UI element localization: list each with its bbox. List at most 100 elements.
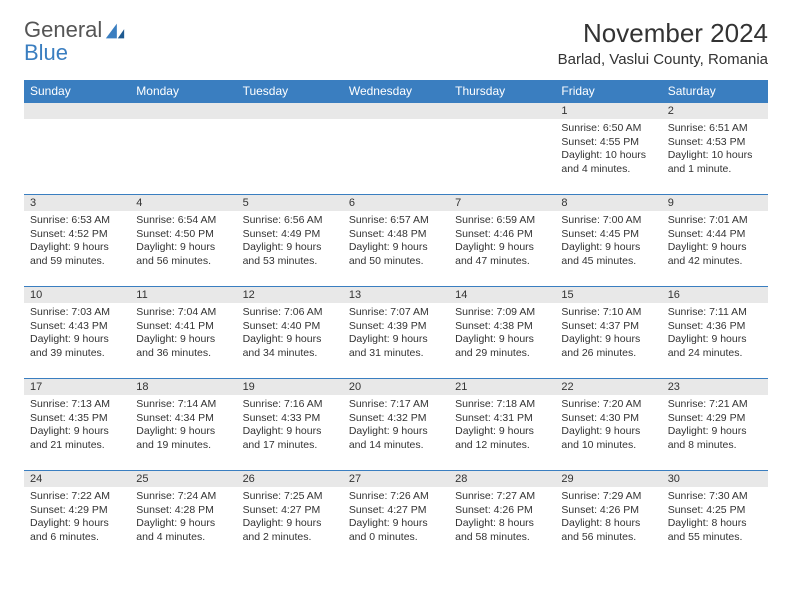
weekday-header: Tuesday	[237, 80, 343, 103]
day-number: 13	[343, 287, 449, 303]
day-dl2: and 17 minutes.	[243, 439, 337, 453]
day-sr: Sunrise: 7:24 AM	[136, 490, 230, 504]
day-sr: Sunrise: 6:54 AM	[136, 214, 230, 228]
day-ss: Sunset: 4:29 PM	[30, 504, 124, 518]
day-dl2: and 24 minutes.	[668, 347, 762, 361]
calendar-cell	[24, 103, 130, 195]
day-number	[449, 103, 555, 119]
day-sr: Sunrise: 7:14 AM	[136, 398, 230, 412]
calendar-cell: 4Sunrise: 6:54 AMSunset: 4:50 PMDaylight…	[130, 195, 236, 287]
day-dl2: and 21 minutes.	[30, 439, 124, 453]
day-ss: Sunset: 4:45 PM	[561, 228, 655, 242]
calendar-cell: 17Sunrise: 7:13 AMSunset: 4:35 PMDayligh…	[24, 379, 130, 471]
day-number: 20	[343, 379, 449, 395]
calendar-cell: 19Sunrise: 7:16 AMSunset: 4:33 PMDayligh…	[237, 379, 343, 471]
day-sr: Sunrise: 6:57 AM	[349, 214, 443, 228]
day-number	[237, 103, 343, 119]
calendar-cell: 10Sunrise: 7:03 AMSunset: 4:43 PMDayligh…	[24, 287, 130, 379]
day-number: 16	[662, 287, 768, 303]
day-dl2: and 26 minutes.	[561, 347, 655, 361]
day-ss: Sunset: 4:27 PM	[243, 504, 337, 518]
day-dl1: Daylight: 9 hours	[668, 425, 762, 439]
day-dl2: and 47 minutes.	[455, 255, 549, 269]
calendar-cell: 29Sunrise: 7:29 AMSunset: 4:26 PMDayligh…	[555, 471, 661, 563]
day-dl2: and 14 minutes.	[349, 439, 443, 453]
calendar-cell: 6Sunrise: 6:57 AMSunset: 4:48 PMDaylight…	[343, 195, 449, 287]
day-ss: Sunset: 4:53 PM	[668, 136, 762, 150]
day-details: Sunrise: 7:13 AMSunset: 4:35 PMDaylight:…	[24, 395, 130, 456]
calendar-cell: 22Sunrise: 7:20 AMSunset: 4:30 PMDayligh…	[555, 379, 661, 471]
day-details: Sunrise: 7:30 AMSunset: 4:25 PMDaylight:…	[662, 487, 768, 548]
day-sr: Sunrise: 7:13 AM	[30, 398, 124, 412]
calendar-cell: 9Sunrise: 7:01 AMSunset: 4:44 PMDaylight…	[662, 195, 768, 287]
month-title: November 2024	[558, 18, 768, 49]
day-dl1: Daylight: 9 hours	[455, 241, 549, 255]
day-number: 8	[555, 195, 661, 211]
day-details: Sunrise: 7:18 AMSunset: 4:31 PMDaylight:…	[449, 395, 555, 456]
calendar-cell: 23Sunrise: 7:21 AMSunset: 4:29 PMDayligh…	[662, 379, 768, 471]
day-dl2: and 10 minutes.	[561, 439, 655, 453]
day-details: Sunrise: 7:16 AMSunset: 4:33 PMDaylight:…	[237, 395, 343, 456]
day-details: Sunrise: 7:27 AMSunset: 4:26 PMDaylight:…	[449, 487, 555, 548]
day-dl2: and 56 minutes.	[561, 531, 655, 545]
day-sr: Sunrise: 7:16 AM	[243, 398, 337, 412]
day-ss: Sunset: 4:33 PM	[243, 412, 337, 426]
day-number: 18	[130, 379, 236, 395]
calendar-week: 24Sunrise: 7:22 AMSunset: 4:29 PMDayligh…	[24, 471, 768, 563]
day-number: 23	[662, 379, 768, 395]
weekday-header: Friday	[555, 80, 661, 103]
day-ss: Sunset: 4:34 PM	[136, 412, 230, 426]
day-dl2: and 6 minutes.	[30, 531, 124, 545]
day-dl1: Daylight: 9 hours	[243, 241, 337, 255]
day-sr: Sunrise: 7:11 AM	[668, 306, 762, 320]
day-number: 30	[662, 471, 768, 487]
day-details: Sunrise: 6:56 AMSunset: 4:49 PMDaylight:…	[237, 211, 343, 272]
day-sr: Sunrise: 7:09 AM	[455, 306, 549, 320]
day-ss: Sunset: 4:38 PM	[455, 320, 549, 334]
day-dl2: and 4 minutes.	[561, 163, 655, 177]
day-dl1: Daylight: 10 hours	[668, 149, 762, 163]
calendar-cell: 5Sunrise: 6:56 AMSunset: 4:49 PMDaylight…	[237, 195, 343, 287]
day-dl2: and 19 minutes.	[136, 439, 230, 453]
logo-triangle-icon	[104, 20, 126, 42]
day-dl1: Daylight: 9 hours	[349, 425, 443, 439]
calendar-cell	[130, 103, 236, 195]
day-dl1: Daylight: 9 hours	[561, 333, 655, 347]
day-dl1: Daylight: 9 hours	[349, 333, 443, 347]
day-sr: Sunrise: 7:10 AM	[561, 306, 655, 320]
day-details: Sunrise: 6:54 AMSunset: 4:50 PMDaylight:…	[130, 211, 236, 272]
day-details: Sunrise: 6:50 AMSunset: 4:55 PMDaylight:…	[555, 119, 661, 180]
logo-text: General Blue	[24, 18, 102, 64]
logo-general: General	[24, 17, 102, 42]
day-dl2: and 12 minutes.	[455, 439, 549, 453]
day-dl2: and 36 minutes.	[136, 347, 230, 361]
day-details: Sunrise: 6:57 AMSunset: 4:48 PMDaylight:…	[343, 211, 449, 272]
day-ss: Sunset: 4:40 PM	[243, 320, 337, 334]
day-sr: Sunrise: 7:26 AM	[349, 490, 443, 504]
day-details: Sunrise: 7:07 AMSunset: 4:39 PMDaylight:…	[343, 303, 449, 364]
calendar-header-row: SundayMondayTuesdayWednesdayThursdayFrid…	[24, 80, 768, 103]
calendar-cell: 7Sunrise: 6:59 AMSunset: 4:46 PMDaylight…	[449, 195, 555, 287]
day-number: 3	[24, 195, 130, 211]
day-dl1: Daylight: 9 hours	[243, 333, 337, 347]
day-number: 29	[555, 471, 661, 487]
day-dl1: Daylight: 9 hours	[349, 517, 443, 531]
day-number: 28	[449, 471, 555, 487]
day-details: Sunrise: 6:53 AMSunset: 4:52 PMDaylight:…	[24, 211, 130, 272]
day-dl1: Daylight: 9 hours	[30, 517, 124, 531]
day-dl2: and 0 minutes.	[349, 531, 443, 545]
day-details: Sunrise: 7:11 AMSunset: 4:36 PMDaylight:…	[662, 303, 768, 364]
calendar-cell	[237, 103, 343, 195]
day-details: Sunrise: 7:26 AMSunset: 4:27 PMDaylight:…	[343, 487, 449, 548]
day-dl2: and 4 minutes.	[136, 531, 230, 545]
day-sr: Sunrise: 7:20 AM	[561, 398, 655, 412]
calendar-week: 1Sunrise: 6:50 AMSunset: 4:55 PMDaylight…	[24, 103, 768, 195]
day-ss: Sunset: 4:30 PM	[561, 412, 655, 426]
day-dl2: and 59 minutes.	[30, 255, 124, 269]
calendar-cell	[449, 103, 555, 195]
day-dl1: Daylight: 8 hours	[561, 517, 655, 531]
day-dl1: Daylight: 9 hours	[561, 425, 655, 439]
day-number: 24	[24, 471, 130, 487]
day-details: Sunrise: 7:22 AMSunset: 4:29 PMDaylight:…	[24, 487, 130, 548]
calendar-cell: 25Sunrise: 7:24 AMSunset: 4:28 PMDayligh…	[130, 471, 236, 563]
